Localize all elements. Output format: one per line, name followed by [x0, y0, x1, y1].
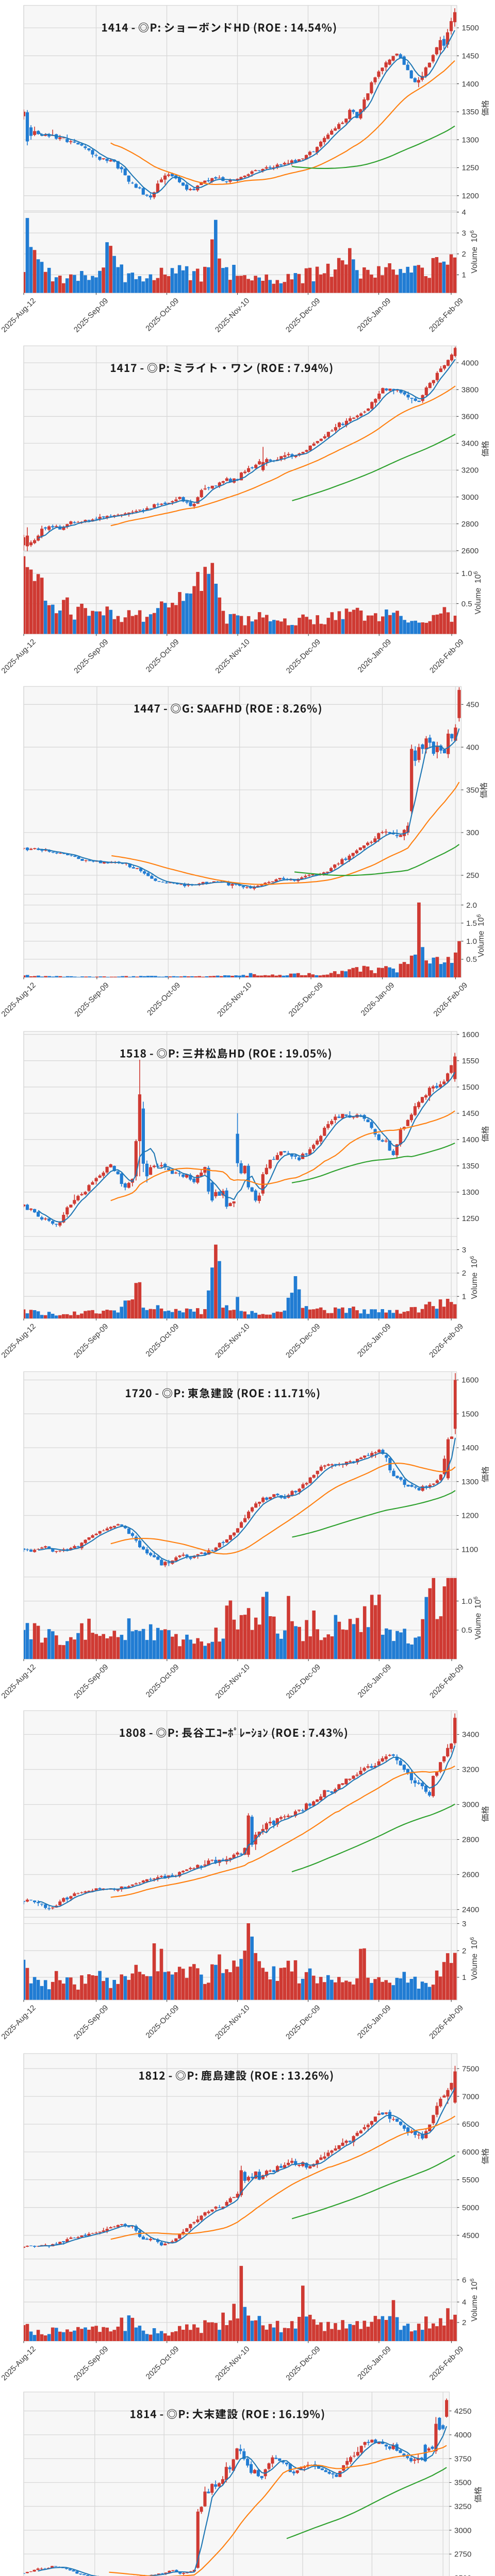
- svg-text:4: 4: [462, 2298, 466, 2307]
- svg-text:Volume 106: Volume 106: [469, 230, 479, 274]
- svg-text:2.0: 2.0: [466, 901, 477, 910]
- svg-text:300: 300: [466, 828, 479, 837]
- svg-text:1: 1: [462, 1293, 466, 1301]
- svg-text:2: 2: [462, 250, 466, 259]
- svg-text:6: 6: [462, 2276, 466, 2284]
- svg-text:2400: 2400: [462, 1906, 479, 1914]
- svg-text:6000: 6000: [462, 2148, 479, 2157]
- svg-text:0.5: 0.5: [461, 600, 472, 608]
- svg-text:1250: 1250: [462, 1214, 479, 1223]
- svg-text:1: 1: [462, 1973, 466, 1982]
- svg-text:3750: 3750: [454, 2454, 471, 2463]
- svg-text:3: 3: [462, 1246, 466, 1255]
- svg-text:1300: 1300: [462, 135, 479, 144]
- svg-text:3600: 3600: [461, 413, 478, 421]
- svg-text:250: 250: [466, 871, 479, 880]
- svg-text:1350: 1350: [462, 1162, 479, 1171]
- svg-text:3200: 3200: [461, 466, 478, 475]
- svg-text:5000: 5000: [462, 2204, 479, 2212]
- svg-text:3000: 3000: [462, 1801, 479, 1809]
- svg-text:1400: 1400: [462, 1136, 479, 1144]
- svg-text:4250: 4250: [454, 2407, 471, 2416]
- svg-text:3000: 3000: [454, 2526, 471, 2535]
- svg-text:1300: 1300: [462, 1188, 479, 1197]
- svg-text:3250: 3250: [454, 2502, 471, 2511]
- svg-text:3200: 3200: [462, 1766, 479, 1774]
- svg-text:1200: 1200: [461, 1512, 478, 1520]
- svg-text:3400: 3400: [462, 1731, 479, 1739]
- svg-text:Volume 106: Volume 106: [473, 1597, 483, 1640]
- svg-text:2600: 2600: [461, 547, 478, 555]
- svg-text:3000: 3000: [461, 493, 478, 502]
- svg-text:0.5: 0.5: [466, 955, 477, 964]
- svg-text:450: 450: [466, 701, 479, 709]
- svg-text:3500: 3500: [454, 2479, 471, 2487]
- svg-text:1400: 1400: [461, 1444, 478, 1452]
- svg-text:1250: 1250: [462, 164, 479, 173]
- svg-text:1600: 1600: [462, 1030, 479, 1039]
- svg-text:Volume 106: Volume 106: [473, 571, 483, 615]
- svg-text:1.0: 1.0: [461, 569, 472, 578]
- svg-text:3800: 3800: [461, 385, 478, 394]
- svg-text:350: 350: [466, 786, 479, 794]
- svg-text:1600: 1600: [461, 1376, 478, 1385]
- svg-text:1.0: 1.0: [461, 1597, 472, 1606]
- svg-text:2: 2: [462, 1946, 466, 1955]
- svg-text:3: 3: [462, 1920, 466, 1928]
- svg-text:4000: 4000: [454, 2431, 471, 2439]
- svg-text:1400: 1400: [462, 80, 479, 89]
- svg-text:7500: 7500: [462, 2064, 479, 2073]
- svg-text:7000: 7000: [462, 2092, 479, 2101]
- svg-text:4: 4: [462, 208, 466, 217]
- svg-text:1450: 1450: [462, 52, 479, 61]
- svg-text:2750: 2750: [454, 2550, 471, 2559]
- svg-text:1200: 1200: [462, 192, 479, 200]
- svg-text:6500: 6500: [462, 2120, 479, 2129]
- svg-text:3400: 3400: [461, 439, 478, 448]
- svg-text:1500: 1500: [462, 24, 479, 32]
- svg-text:1100: 1100: [461, 1545, 478, 1554]
- svg-text:2: 2: [462, 1269, 466, 1278]
- svg-text:1500: 1500: [462, 1083, 479, 1092]
- svg-text:Volume 106: Volume 106: [469, 1937, 479, 1980]
- svg-text:4500: 4500: [462, 2231, 479, 2240]
- svg-text:Volume 106: Volume 106: [476, 914, 486, 957]
- svg-text:0.5: 0.5: [461, 1626, 472, 1635]
- svg-text:1: 1: [462, 271, 466, 280]
- svg-text:5500: 5500: [462, 2176, 479, 2184]
- svg-text:400: 400: [466, 743, 479, 752]
- svg-text:2800: 2800: [462, 1836, 479, 1844]
- svg-text:3: 3: [462, 229, 466, 238]
- svg-text:1500: 1500: [461, 1410, 478, 1419]
- svg-text:1550: 1550: [462, 1057, 479, 1065]
- svg-text:2600: 2600: [462, 1871, 479, 1879]
- svg-text:2800: 2800: [461, 520, 478, 529]
- svg-text:4000: 4000: [461, 359, 478, 367]
- svg-text:1.5: 1.5: [466, 919, 477, 928]
- svg-text:1450: 1450: [462, 1109, 479, 1118]
- svg-text:1350: 1350: [462, 108, 479, 116]
- svg-text:2500: 2500: [454, 2574, 471, 2576]
- svg-text:Volume 106: Volume 106: [469, 2278, 479, 2321]
- svg-text:2: 2: [462, 2318, 466, 2327]
- svg-text:Volume 106: Volume 106: [469, 1256, 479, 1299]
- svg-text:1300: 1300: [461, 1478, 478, 1486]
- svg-text:1.0: 1.0: [466, 937, 477, 946]
